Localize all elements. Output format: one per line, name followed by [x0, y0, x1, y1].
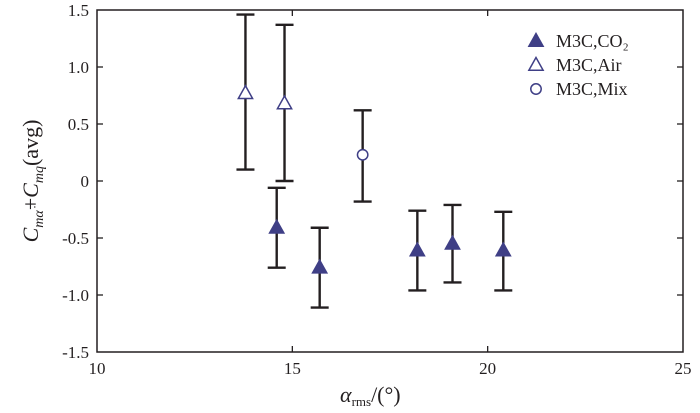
- data-point-filled-triangle: [444, 234, 461, 250]
- y-tick-label: -1.0: [62, 286, 89, 305]
- data-point-filled-triangle: [408, 241, 426, 257]
- data-point-open-circle: [356, 148, 369, 161]
- axis-ticks: -1.5 -1.0 -0.5 0 0.5 1.0 1.5 10 15 20 25: [62, 1, 691, 378]
- svg-text:αrms/(°): αrms/(°): [340, 382, 401, 409]
- x-tick-label: 25: [675, 359, 692, 378]
- y-tick-label: 0.5: [68, 115, 89, 134]
- legend-marker-open-triangle: [527, 55, 545, 71]
- y-tick-label: 1.0: [68, 58, 89, 77]
- error-bars: [236, 13, 513, 309]
- x-tick-label: 15: [284, 359, 301, 378]
- data-point-filled-triangle: [268, 218, 286, 234]
- y-axis-title: Cmα̇+Cmq(avg): [18, 120, 47, 243]
- legend-marker-filled-triangle: [527, 31, 545, 47]
- legend: M3C,CO₂ M3C,Air M3C,Mix: [527, 31, 629, 99]
- data-point-open-triangle: [276, 94, 293, 110]
- x-axis-title: αrms/(°): [340, 382, 401, 409]
- y-tick-label: -0.5: [62, 229, 89, 248]
- legend-label: M3C,Mix: [556, 79, 628, 99]
- y-tick-label: 0: [81, 172, 90, 191]
- legend-label: M3C,CO₂: [556, 31, 629, 51]
- data-point-filled-triangle: [311, 258, 329, 274]
- data-markers: [237, 84, 512, 274]
- y-tick-label: -1.5: [62, 343, 89, 362]
- svg-text:Cmα̇+Cmq(avg): Cmα̇+Cmq(avg): [18, 120, 47, 243]
- x-tick-label: 10: [89, 359, 106, 378]
- x-tick-label: 20: [479, 359, 496, 378]
- legend-label: M3C,Air: [556, 55, 622, 75]
- y-tick-label: 1.5: [68, 1, 89, 20]
- legend-marker-open-circle: [530, 83, 542, 95]
- data-point-filled-triangle: [494, 241, 512, 257]
- data-point-open-triangle: [237, 84, 254, 100]
